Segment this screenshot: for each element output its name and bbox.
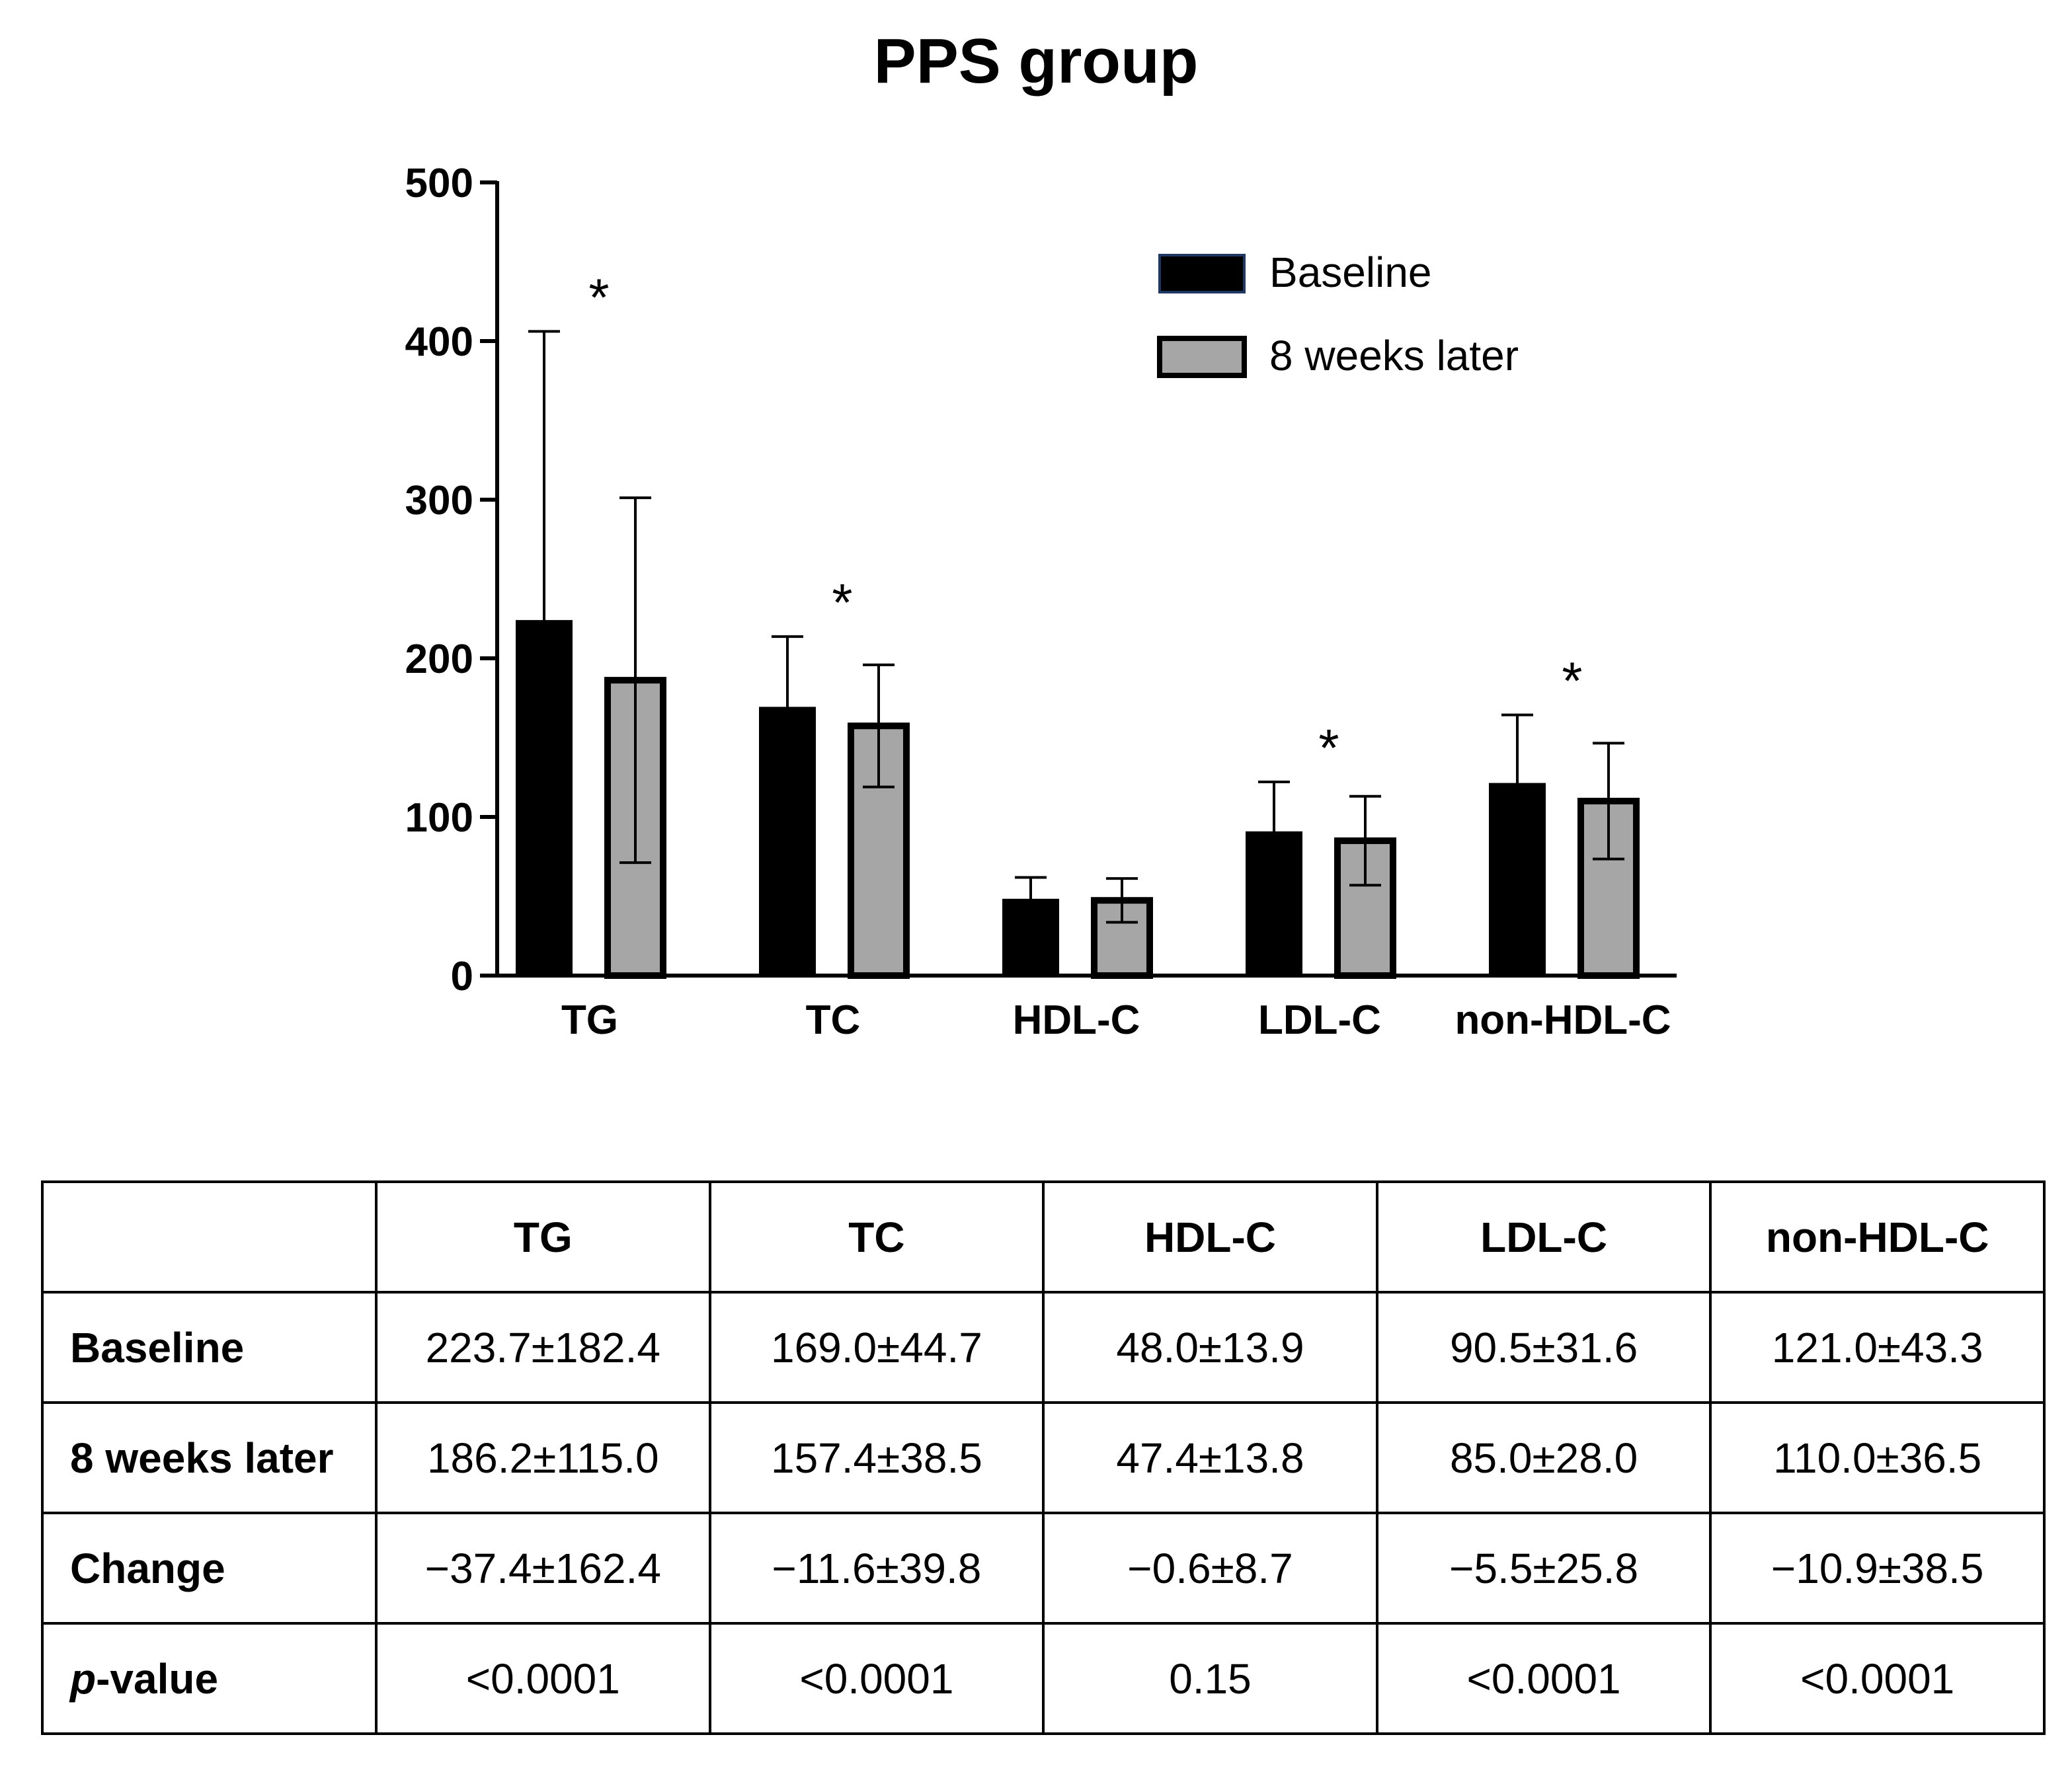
- summary-table: TG TC HDL-C LDL-C non-HDL-C Baseline 223…: [41, 1180, 2046, 1735]
- significance-star: *: [1318, 718, 1339, 777]
- y-tick-label: 100: [405, 795, 473, 841]
- legend-label: 8 weeks later: [1269, 332, 1519, 379]
- bar-baseline: [516, 620, 573, 976]
- x-tick-label: HDL-C: [1013, 997, 1140, 1043]
- table-cell: −37.4±162.4: [375, 1512, 711, 1625]
- table-cell: −11.6±39.8: [708, 1512, 1045, 1625]
- table-header-cell: [41, 1180, 378, 1293]
- table-row: Change −37.4±162.4 −11.6±39.8 −0.6±8.7 −…: [41, 1512, 2046, 1625]
- bar-baseline: [1489, 783, 1546, 976]
- bar-baseline: [759, 707, 816, 977]
- significance-star: *: [588, 268, 609, 327]
- table-cell: 48.0±13.9: [1042, 1291, 1378, 1404]
- legend-swatch: [1157, 336, 1247, 378]
- table-header-cell: TG: [375, 1180, 711, 1293]
- table-cell: 157.4±38.5: [708, 1401, 1045, 1514]
- table-header-cell: TC: [708, 1180, 1045, 1293]
- table-cell: <0.0001: [1709, 1622, 2046, 1735]
- table-cell: 121.0±43.3: [1709, 1291, 2046, 1404]
- table-header-cell: HDL-C: [1042, 1180, 1378, 1293]
- table-cell: −0.6±8.7: [1042, 1512, 1378, 1625]
- x-tick-label: non-HDL-C: [1454, 997, 1671, 1043]
- y-tick-label: 200: [405, 637, 473, 682]
- bar-baseline: [1002, 898, 1059, 977]
- table-row: Baseline 223.7±182.4 169.0±44.7 48.0±13.…: [41, 1291, 2046, 1404]
- table-cell: 110.0±36.5: [1709, 1401, 2046, 1514]
- table-cell: −10.9±38.5: [1709, 1512, 2046, 1625]
- table-cell: 169.0±44.7: [708, 1291, 1045, 1404]
- table-cell: <0.0001: [708, 1622, 1045, 1735]
- legend-label: Baseline: [1269, 249, 1432, 296]
- table-cell: 186.2±115.0: [375, 1401, 711, 1514]
- table-cell: 85.0±28.0: [1375, 1401, 1712, 1514]
- table-cell: 223.7±182.4: [375, 1291, 711, 1404]
- table-header-cell: LDL-C: [1375, 1180, 1712, 1293]
- table-cell: 90.5±31.6: [1375, 1291, 1712, 1404]
- table-cell: 0.15: [1042, 1622, 1378, 1735]
- significance-star: *: [1562, 652, 1582, 711]
- row-label: 8 weeks later: [41, 1401, 378, 1514]
- y-tick-label: 400: [405, 319, 473, 365]
- row-label: Change: [41, 1512, 378, 1625]
- y-tick-label: 300: [405, 478, 473, 523]
- y-tick-label: 0: [451, 954, 473, 999]
- table-cell: <0.0001: [375, 1622, 711, 1735]
- legend-swatch: [1158, 254, 1246, 293]
- row-label-italic: p: [70, 1654, 97, 1703]
- table-cell: <0.0001: [1375, 1622, 1712, 1735]
- x-tick-label: TG: [561, 997, 618, 1043]
- table-cell: −5.5±25.8: [1375, 1512, 1712, 1625]
- table-row: p-value <0.0001 <0.0001 0.15 <0.0001 <0.…: [41, 1622, 2046, 1735]
- significance-star: *: [832, 573, 852, 632]
- bar-chart: 0 100 200 300 400 500 * * * * TG TC HDL-C LDL-C non-HD…: [405, 161, 1677, 1043]
- chart-title: PPS group: [873, 26, 1199, 97]
- x-tick-label: LDL-C: [1258, 997, 1381, 1043]
- row-label: p-value: [41, 1622, 378, 1735]
- y-tick-label: 500: [405, 161, 473, 206]
- table-header-cell: non-HDL-C: [1709, 1180, 2046, 1293]
- bar-baseline: [1246, 831, 1302, 977]
- table-cell: 47.4±13.8: [1042, 1401, 1378, 1514]
- x-tick-label: TC: [806, 997, 861, 1043]
- row-label: Baseline: [41, 1291, 378, 1404]
- row-label-rest: -value: [96, 1654, 219, 1703]
- table-row: 8 weeks later 186.2±115.0 157.4±38.5 47.…: [41, 1401, 2046, 1514]
- table-header-row: TG TC HDL-C LDL-C non-HDL-C: [41, 1180, 2046, 1293]
